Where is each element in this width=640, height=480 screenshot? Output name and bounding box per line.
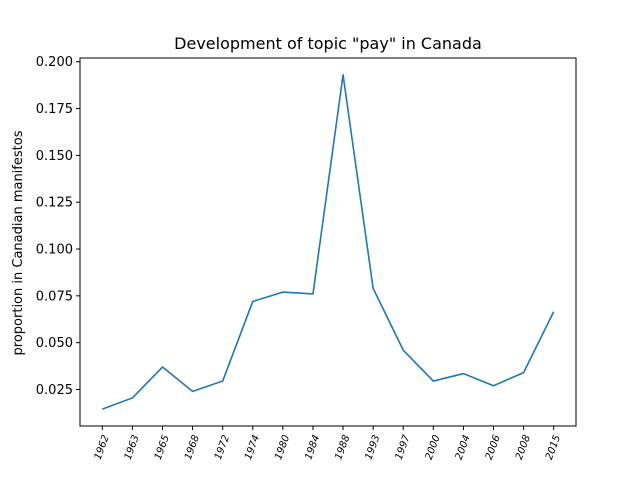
- x-tick-label: 2004: [454, 434, 473, 462]
- y-tick-label: 0.150: [36, 149, 73, 164]
- x-tick-label: 2000: [424, 434, 443, 462]
- x-tick-label: 2006: [484, 434, 503, 462]
- y-axis-label: proportion in Canadian manifestos: [11, 130, 26, 355]
- y-tick-label: 0.100: [36, 243, 73, 258]
- x-tick-label: 1988: [333, 434, 352, 462]
- series-line: [102, 74, 555, 410]
- x-tick-label: 2008: [514, 434, 533, 462]
- plot-area: 0.025 0.050 0.075 0.100 0.125 0.150 0.175 0.200…: [36, 55, 577, 462]
- x-tick-label: 1963: [123, 434, 142, 462]
- x-tick-label: 1962: [93, 434, 112, 462]
- x-tick-label: 1984: [303, 434, 322, 462]
- y-tick-label: 0.050: [36, 336, 73, 351]
- y-tick-label: 0.125: [36, 196, 73, 211]
- chart-title: Development of topic "pay" in Canada: [174, 34, 482, 53]
- x-tick-label: 1972: [213, 434, 232, 462]
- x-tick-label: 2015: [544, 434, 563, 462]
- x-tick-label: 1997: [394, 433, 413, 461]
- y-tick-label: 0.200: [36, 55, 73, 70]
- y-tick-label: 0.025: [36, 383, 73, 398]
- y-tick-label: 0.075: [36, 289, 73, 304]
- x-tick-label: 1974: [243, 434, 262, 462]
- y-tick-label: 0.175: [36, 102, 73, 117]
- x-tick-label: 1968: [183, 434, 202, 462]
- x-tick-label: 1965: [153, 434, 172, 462]
- x-tick-label: 1980: [273, 434, 292, 462]
- plot-frame: [79, 57, 577, 427]
- x-tick-label: 1993: [363, 434, 382, 462]
